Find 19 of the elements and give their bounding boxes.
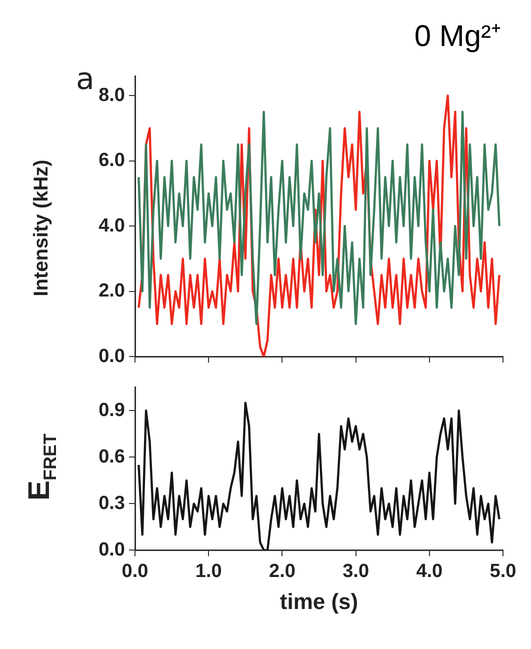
x-tick-label: 3.0 [342, 560, 370, 582]
x-tick-label: 0.0 [122, 560, 148, 582]
x-tick-label: 4.0 [416, 560, 443, 582]
y-tick-label: 0.0 [98, 539, 125, 560]
y-tick-label: 4.0 [98, 215, 125, 236]
text: a [76, 62, 94, 97]
x-tick-label: 1.0 [195, 560, 222, 582]
x-axis-title: time (s) [280, 589, 358, 615]
x-tick-label: 2.0 [268, 560, 296, 582]
y-tick-label: 8.0 [98, 84, 125, 106]
x-tick-label: 5.0 [490, 560, 516, 582]
y-tick-label: 0.9 [98, 400, 125, 421]
chart-title: 0 Mg²⁺ [414, 19, 501, 55]
y-axis-title: Intensity (kHz) [30, 160, 54, 296]
y-tick-label: 0.3 [98, 492, 125, 514]
y-tick-label: 0.6 [98, 446, 125, 468]
y-tick-label: 2.0 [98, 280, 125, 302]
y-tick-label: 6.0 [98, 150, 125, 172]
y-tick-label: 0.0 [98, 346, 125, 367]
